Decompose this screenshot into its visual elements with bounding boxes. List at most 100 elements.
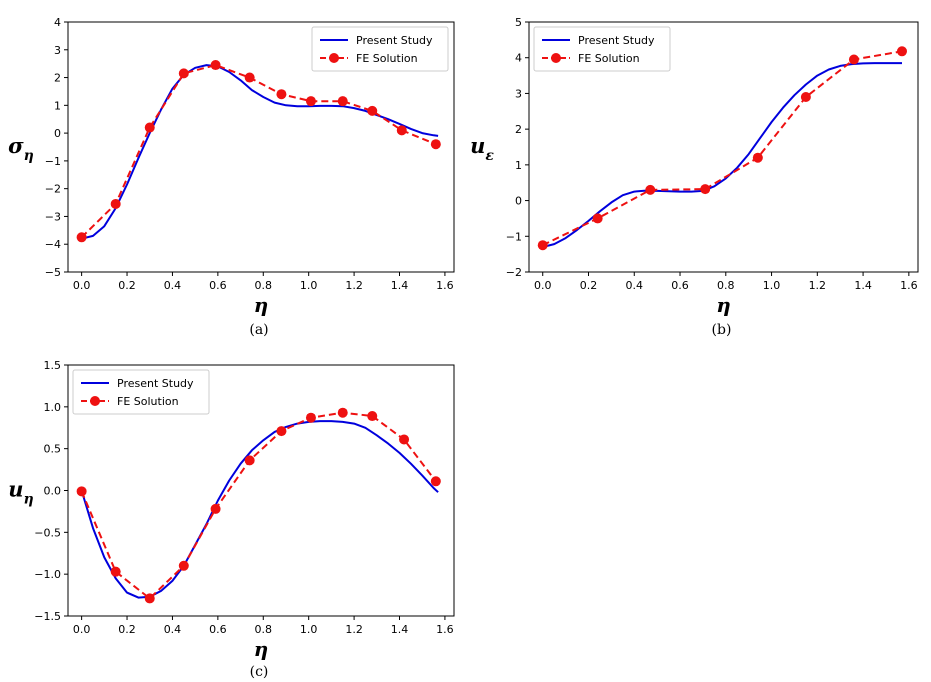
fe-solution-point [305,96,316,107]
y-tick-label: −1.0 [34,568,61,581]
legend-label-present-study: Present Study [117,377,194,390]
legend-label-fe-solution: FE Solution [356,52,418,65]
legend-label-fe-solution: FE Solution [117,395,179,408]
y-tick-label: 2 [54,72,61,85]
series-line-fe-solution [542,50,903,247]
fe-solution-point [244,455,255,466]
panel-c: 0.0 0.2 0.4 0.6 0.8 1.0 1.2 1.4 1.6 −1.5 −1.0 −0.5 0… [8,359,455,680]
x-axis-label: η [254,293,269,317]
fe-solution-point [110,198,121,209]
fe-solution-point [144,593,155,604]
y-tick-label: −2 [45,183,61,196]
plot-frame [67,364,455,617]
x-tick-label: 1.4 [391,279,409,292]
x-tick-label: 0.0 [73,623,91,636]
series-line-present-study [80,420,439,599]
x-tick-label: 0.8 [717,279,735,292]
x-tick-label: 0.2 [580,279,598,292]
panel-a: 0.0 0.2 0.4 0.6 0.8 1.0 1.2 1.4 1.6 −5 −4 −3 −2 −1 0 1 2… [8,16,455,338]
fe-solution-point [645,184,656,195]
x-tick-label: 1.4 [391,623,409,636]
panel-caption: (a) [249,322,268,338]
fe-solution-point [399,434,410,445]
y-tick-label: 3 [515,87,522,100]
x-tick-label: 1.2 [345,623,363,636]
x-tick-label: 0.6 [209,279,227,292]
x-tick-label: 1.6 [436,623,454,636]
y-tick-label: −1 [45,155,61,168]
x-tick-label: 0.6 [209,623,227,636]
legend-label-present-study: Present Study [578,34,655,47]
fe-solution-point [210,60,221,71]
panel-caption: (b) [712,322,732,338]
fe-solution-point [430,476,441,487]
fe-solution-point [276,89,287,100]
y-tick-label: −1 [506,230,522,243]
y-tick-label: 4 [54,16,61,29]
fe-solution-point [76,486,87,497]
fe-solution-point [752,152,763,163]
y-tick-label: 1 [54,99,61,112]
legend: Present Study FE Solution [311,26,449,72]
x-tick-label: 0.4 [626,279,644,292]
legend-label-present-study: Present Study [356,34,433,47]
y-axis-label: ση [8,133,34,164]
y-tick-label: 3 [54,44,61,57]
fe-solution-point [244,72,255,83]
series-line-fe-solution [80,411,437,600]
x-tick-label: 0.8 [255,623,273,636]
y-tick-label: 0.0 [44,485,62,498]
plot-frame [67,21,455,273]
y-tick-label: −3 [45,210,61,223]
x-tick-label: 0.2 [118,279,136,292]
fe-solution-point [210,503,221,514]
fe-solution-point [144,122,155,133]
legend: Present Study FE Solution [72,369,210,415]
y-tick-label: 2 [515,123,522,136]
y-tick-label: 0 [515,195,522,208]
x-tick-label: 0.0 [534,279,552,292]
x-tick-label: 1.0 [300,279,318,292]
legend-label-fe-solution: FE Solution [578,52,640,65]
y-tick-label: 1.5 [44,359,62,372]
x-tick-label: 1.0 [763,279,781,292]
fe-solution-point [337,407,348,418]
fe-solution-point [305,412,316,423]
y-axis-label: uε [470,133,494,164]
y-tick-label: −0.5 [34,526,61,539]
y-tick-label: 5 [515,16,522,29]
legend-marker-fe-solution [90,396,100,406]
legend: Present Study FE Solution [533,26,671,72]
fe-solution-point [848,54,859,65]
fe-solution-point [178,68,189,79]
y-axis-label: uη [8,477,33,508]
fe-solution-point [396,125,407,136]
fe-solution-point [110,566,121,577]
fe-solution-point [337,96,348,107]
x-axis-label: η [254,637,269,661]
plot-frame [528,21,919,273]
x-tick-label: 0.4 [164,623,182,636]
x-tick-label: 0.4 [164,279,182,292]
x-tick-label: 1.2 [345,279,363,292]
fe-solution-point [700,184,711,195]
x-tick-label: 1.2 [809,279,827,292]
y-tick-label: −5 [45,266,61,279]
y-tick-label: 1.0 [44,401,62,414]
x-tick-label: 0.8 [255,279,273,292]
fe-solution-point [800,92,811,102]
fe-solution-point [178,560,189,571]
x-tick-label: 0.2 [118,623,136,636]
y-tick-label: −2 [506,266,522,279]
fe-solution-point [276,426,287,437]
y-tick-label: 4 [515,52,522,65]
x-axis-label: η [716,293,731,317]
y-tick-label: 0.5 [44,443,62,456]
x-tick-label: 1.6 [436,279,454,292]
fe-solution-point [537,240,548,251]
panel-caption: (c) [250,664,269,680]
y-tick-label: −4 [45,238,61,251]
fe-solution-point [367,411,378,422]
